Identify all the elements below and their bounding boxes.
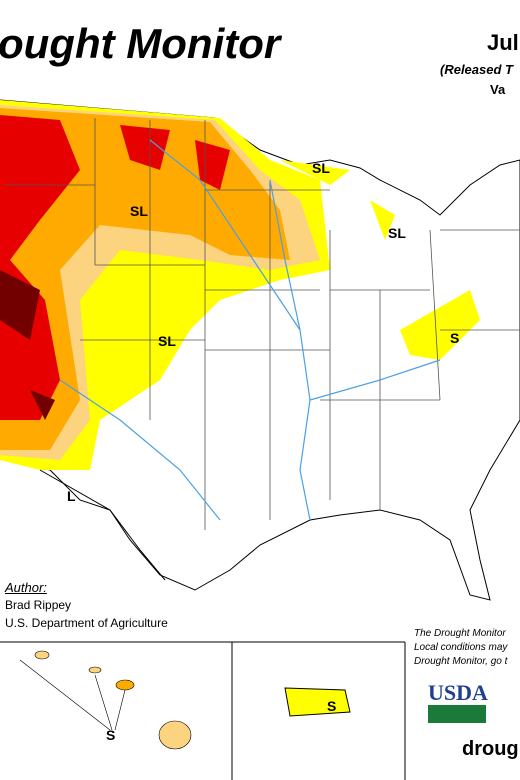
- title: ought Monitor: [0, 20, 281, 67]
- date: Jul: [487, 30, 519, 55]
- hawaii: [19, 650, 192, 750]
- drought-east: [280, 160, 480, 360]
- usda-logo: USDA: [428, 680, 488, 705]
- author-heading: Author:: [5, 580, 47, 595]
- usda-logo-bar: [428, 705, 486, 723]
- map-label: S: [327, 698, 337, 714]
- note: Drought Monitor, go t: [414, 656, 508, 667]
- map-label: L: [67, 488, 76, 504]
- map-label: SL: [312, 160, 330, 176]
- state-borders: [5, 118, 520, 530]
- valid: Va: [490, 82, 506, 97]
- note: Local conditions may: [414, 642, 508, 653]
- map-label: S: [450, 330, 460, 346]
- map-label: SL: [388, 225, 406, 241]
- released: (Released T: [440, 62, 513, 77]
- map-label: S: [106, 727, 116, 743]
- drought-d2: [0, 108, 290, 450]
- author-org: U.S. Department of Agriculture: [5, 616, 168, 630]
- drought-d4: [0, 270, 55, 420]
- puerto-rico: [284, 687, 351, 717]
- footer-url: droug: [462, 738, 519, 760]
- drought-d3: [0, 115, 230, 420]
- map-label: SL: [130, 203, 148, 219]
- rivers: [59, 139, 441, 521]
- border: [39, 469, 166, 581]
- map-label: SL: [158, 333, 176, 349]
- author-name: Brad Rippey: [5, 598, 72, 612]
- note: The Drought Monitor: [414, 628, 506, 639]
